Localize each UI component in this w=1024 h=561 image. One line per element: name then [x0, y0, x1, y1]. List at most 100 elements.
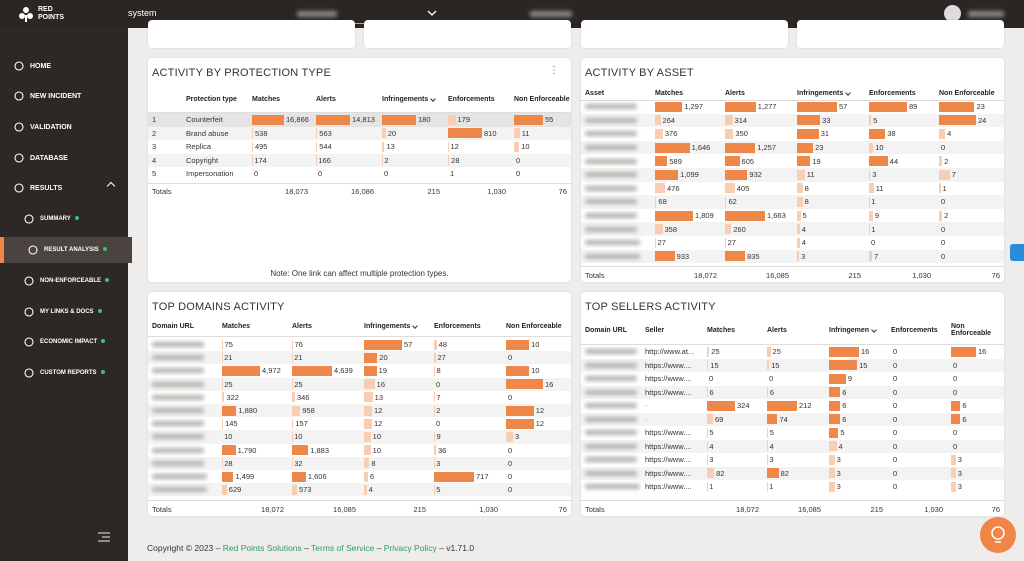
table-row[interactable]: - 324 212 6 0 6 [581, 399, 1004, 413]
table-row[interactable]: 1,790 1,883 10 36 0 [148, 444, 571, 457]
table-cell: 19 [793, 154, 865, 168]
cell-text: 10 [521, 142, 530, 152]
nav-item[interactable]: VALIDATION [0, 114, 128, 140]
column-header[interactable]: Protection type [182, 86, 248, 112]
logo[interactable]: RED POINTS [38, 6, 64, 22]
blurred-text [585, 484, 640, 490]
table-row[interactable]: 1,297 1,277 57 89 23 [581, 100, 1004, 114]
table-row[interactable]: 1,880 958 12 2 12 [148, 404, 571, 418]
table-row[interactable]: https://www.... 3 3 3 0 3 [581, 453, 1004, 467]
column-header[interactable]: Matches [218, 316, 288, 336]
column-header[interactable]: Matches [651, 86, 721, 100]
value-bar [364, 352, 378, 363]
nav-item[interactable]: MY LINKS & DOCS [0, 299, 128, 325]
nav-item[interactable]: SUMMARY [0, 206, 128, 232]
table-row[interactable]: 75 76 57 48 10 [148, 338, 571, 351]
column-header[interactable]: Enforcements [430, 316, 502, 336]
workspace[interactable]: system [128, 8, 157, 18]
nav-label: VALIDATION [30, 123, 72, 131]
terms-link[interactable]: Terms of Service [311, 543, 375, 553]
column-header[interactable]: Non Enforceable [502, 316, 571, 336]
nav-item[interactable]: CUSTOM REPORTS [0, 360, 128, 386]
column-header[interactable]: Seller [641, 316, 703, 344]
table-row[interactable]: 25 25 16 0 16 [148, 377, 571, 391]
table-row[interactable]: https://www.... 4 4 4 0 0 [581, 439, 1004, 453]
value-bar [382, 128, 386, 139]
table-row[interactable]: 1,809 1,663 5 9 2 [581, 209, 1004, 223]
table-cell [581, 236, 651, 250]
column-header[interactable]: Domain URL [581, 316, 641, 344]
column-header[interactable]: Enforcements [444, 86, 510, 112]
column-header[interactable]: Infringements [793, 86, 865, 100]
privacy-link[interactable]: Privacy Policy [383, 543, 437, 553]
table-row[interactable]: 589 605 19 44 2 [581, 154, 1004, 168]
table-row[interactable]: 4 Copyright 174 166 2 28 0 [148, 153, 571, 167]
table-row[interactable]: https://www.... 6 6 6 0 0 [581, 385, 1004, 399]
table-row[interactable]: 21 21 20 27 0 [148, 351, 571, 365]
column-header[interactable]: Non Enforceable [510, 86, 571, 112]
table-row[interactable]: 1 Counterfeit 16,866 14,813 180 179 55 [148, 113, 571, 127]
table-row[interactable]: 145 157 12 0 12 [148, 417, 571, 430]
table-row[interactable]: 358 260 4 1 0 [581, 222, 1004, 236]
table-row[interactable]: 5 Impersonation 0 0 0 1 0 [148, 167, 571, 181]
card-menu[interactable]: ⋮ [549, 65, 559, 76]
table-row[interactable]: 10 10 10 9 3 [148, 430, 571, 444]
totals-row: Totals 18,072 16,085 215 1,030 76 [148, 500, 571, 516]
table-row[interactable]: 27 27 4 0 0 [581, 236, 1004, 250]
nav-item[interactable]: NEW INCIDENT [0, 83, 128, 109]
table-row[interactable]: 68 62 8 1 0 [581, 195, 1004, 209]
column-header[interactable]: Alerts [288, 316, 360, 336]
table-cell: 346 [288, 391, 360, 404]
column-header[interactable]: Alerts [312, 86, 378, 112]
nav-item[interactable]: RESULTS [0, 175, 128, 201]
column-header[interactable] [148, 86, 182, 112]
column-header[interactable]: Alerts [763, 316, 825, 344]
column-header[interactable]: Alerts [721, 86, 793, 100]
table-row[interactable]: 629 573 4 5 0 [148, 483, 571, 497]
table-row[interactable]: 3 Replica 495 544 13 12 10 [148, 140, 571, 154]
column-header[interactable]: Asset [581, 86, 651, 100]
table-row[interactable]: https://www.... 1 1 3 0 3 [581, 480, 1004, 494]
table-row[interactable]: http://www.at... 25 25 16 0 16 [581, 345, 1004, 359]
table-row[interactable]: 28 32 8 3 0 [148, 456, 571, 470]
avatar[interactable] [944, 5, 961, 22]
company-link[interactable]: Red Points Solutions [222, 543, 302, 553]
column-header[interactable]: Non Enforceable [935, 86, 1004, 100]
column-header[interactable]: Domain URL [148, 316, 218, 336]
value-bar [797, 237, 800, 248]
column-header[interactable]: Non Enforceable [947, 316, 1004, 344]
table-row[interactable]: https://www.... 5 5 5 0 0 [581, 426, 1004, 440]
table-row[interactable]: 376 350 31 38 4 [581, 127, 1004, 141]
nav-item[interactable]: RESULT ANALYSIS [0, 237, 132, 263]
column-header[interactable]: Infringements [378, 86, 444, 112]
table-cell: 76 [947, 501, 1004, 516]
column-header[interactable]: Matches [248, 86, 312, 112]
column-header[interactable]: Enforcements [865, 86, 935, 100]
table-row[interactable]: 476 405 8 11 1 [581, 182, 1004, 196]
table-row[interactable]: 1,099 932 11 3 7 [581, 168, 1004, 182]
nav-item[interactable]: HOME [0, 53, 128, 79]
column-header[interactable]: Infringemen [825, 316, 887, 344]
idea-button[interactable] [980, 517, 1016, 553]
nav-item[interactable]: DATABASE [0, 145, 128, 171]
nav-item[interactable]: NON-ENFORCEABLE [0, 268, 128, 294]
cell-text: 12 [374, 406, 383, 416]
table-row[interactable]: https://www.... 82 82 3 0 3 [581, 466, 1004, 480]
cell-text: 260 [733, 224, 746, 234]
column-header[interactable]: Matches [703, 316, 763, 344]
table-row[interactable]: 4,972 4,639 19 8 10 [148, 364, 571, 377]
table-row[interactable]: https://www.... 15 15 15 0 0 [581, 358, 1004, 372]
column-header[interactable]: Enforcements [887, 316, 947, 344]
column-header[interactable]: Infringements [360, 316, 430, 336]
table-row[interactable]: https://www.... 0 0 9 0 0 [581, 372, 1004, 386]
table-row[interactable]: 2 Brand abuse 538 563 20 810 11 [148, 126, 571, 140]
help-tab[interactable] [1010, 244, 1024, 261]
collapse-icon[interactable] [98, 532, 110, 542]
table-row[interactable]: 264 314 33 5 24 [581, 113, 1004, 128]
table-row[interactable]: 1,499 1,606 6 717 0 [148, 470, 571, 483]
table-row[interactable]: 933 835 3 7 0 [581, 249, 1004, 264]
table-row[interactable]: - 69 74 6 0 6 [581, 412, 1004, 426]
table-row[interactable]: 1,646 1,257 23 10 0 [581, 140, 1004, 155]
table-row[interactable]: 322 346 13 7 0 [148, 391, 571, 404]
nav-item[interactable]: ECONOMIC IMPACT [0, 329, 128, 355]
